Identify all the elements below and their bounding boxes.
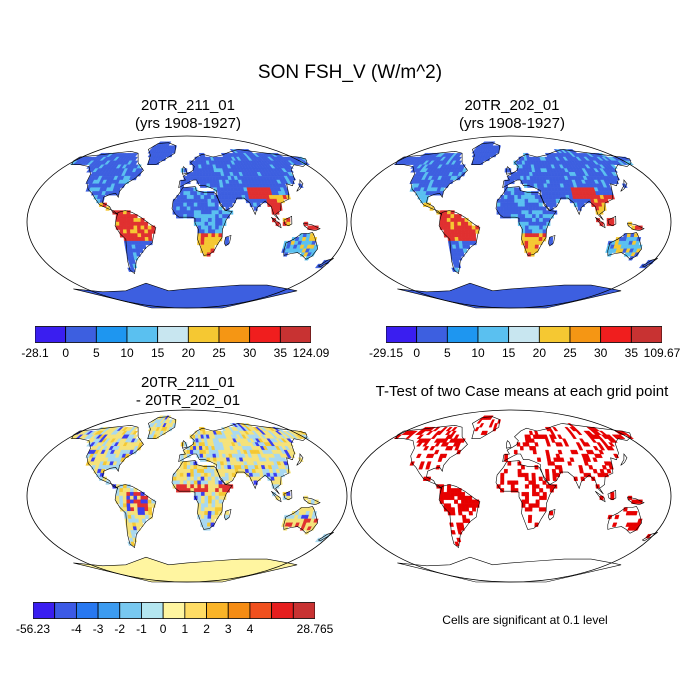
colorbar-1-box-3 bbox=[126, 326, 159, 343]
colorbar-1-label: 15 bbox=[150, 346, 165, 360]
colorbar-2-box-3 bbox=[477, 326, 510, 343]
main-title: SON FSH_V (W/m^2) bbox=[257, 62, 443, 83]
map-grid-cells bbox=[393, 141, 656, 272]
map-grid-cells bbox=[393, 415, 652, 546]
colorbar-1-label: 5 bbox=[92, 346, 100, 360]
coastlines bbox=[71, 142, 334, 275]
panel-2-title-line1: 20TR_202_01 bbox=[464, 97, 560, 114]
panel-3-title-line1: 20TR_211_01 bbox=[141, 374, 235, 391]
colorbar-2-label: 30 bbox=[593, 346, 608, 360]
colorbar-2-label: 20 bbox=[532, 346, 547, 360]
coastlines bbox=[395, 416, 658, 549]
panel-2-title-line2: (yrs 1908-1927) bbox=[459, 115, 565, 132]
colorbar-2-label: 0 bbox=[413, 346, 420, 360]
antarctica-region bbox=[73, 282, 298, 309]
panel-1-title: 20TR_211_01 (yrs 1908-1927) bbox=[28, 97, 348, 133]
map-border bbox=[350, 135, 672, 309]
colorbar-3-label: 3 bbox=[224, 622, 232, 636]
colorbar-3-box-1 bbox=[54, 602, 77, 619]
colorbar-3-box-3 bbox=[97, 602, 121, 619]
map-panel-3-difference bbox=[26, 409, 348, 583]
colorbar-1-box-8 bbox=[279, 326, 311, 343]
panel-4-title: T-Test of two Case means at each grid po… bbox=[352, 383, 692, 401]
map-panel-4-ttest bbox=[350, 409, 672, 583]
colorbar-2-label: 109.67 bbox=[643, 346, 681, 360]
panel-2-title: 20TR_202_01 (yrs 1908-1927) bbox=[352, 97, 672, 133]
colorbar-1-box-5 bbox=[187, 326, 220, 343]
map-border bbox=[26, 135, 348, 309]
colorbar-panel-3: -56.23 -4 -3 -2 -1 0 1 2 3 4 28.765 bbox=[16, 602, 333, 640]
colorbar-1-label: 10 bbox=[120, 346, 134, 360]
colorbar-2-label: 5 bbox=[443, 346, 451, 360]
colorbar-2-box-5 bbox=[538, 326, 571, 343]
colorbar-1-label: 0 bbox=[62, 346, 69, 360]
colorbar-1-label: 25 bbox=[212, 346, 226, 360]
colorbar-3-box-5 bbox=[141, 602, 164, 619]
colorbar-3-label: 2 bbox=[203, 622, 210, 636]
colorbar-3-box-7 bbox=[184, 602, 207, 619]
panel-1-title-line2: (yrs 1908-1927) bbox=[135, 115, 241, 132]
map-grid-cells bbox=[69, 141, 332, 272]
colorbar-1-label: 35 bbox=[273, 346, 288, 360]
colorbar-3-label: -56.23 bbox=[15, 622, 51, 636]
colorbar-2-box-1 bbox=[416, 326, 448, 343]
colorbar-3-label: -3 bbox=[92, 622, 104, 636]
antarctica-region bbox=[397, 556, 622, 583]
colorbar-2-label: 25 bbox=[563, 346, 577, 360]
colorbar-2-label: 35 bbox=[624, 346, 639, 360]
panel-3-title-line2: - 20TR_202_01 bbox=[135, 392, 241, 409]
colorbar-2-box-7 bbox=[600, 326, 632, 343]
colorbar-2-label: -29.15 bbox=[368, 346, 404, 360]
panel-4-title-line1: T-Test of two Case means at each grid po… bbox=[375, 383, 669, 400]
colorbar-3-label: 28.765 bbox=[296, 622, 334, 636]
significance-note: Cells are significant at 0.1 level bbox=[442, 613, 608, 627]
colorbar-1-box-1 bbox=[65, 326, 97, 343]
colorbar-panel-2: -29.15 0 5 10 15 20 25 30 35 109.67 bbox=[369, 326, 680, 364]
colorbar-2-box-8 bbox=[630, 326, 662, 343]
colorbar-1-box-4 bbox=[157, 326, 189, 343]
colorbar-3-box-12 bbox=[292, 602, 315, 619]
panel-1-title-line1: 20TR_211_01 bbox=[141, 97, 235, 114]
colorbar-1-label: 124.09 bbox=[292, 346, 330, 360]
colorbar-3-box-10 bbox=[249, 602, 273, 619]
colorbar-3-box-6 bbox=[162, 602, 186, 619]
colorbar-1-box-6 bbox=[218, 326, 251, 343]
colorbar-3-label: 1 bbox=[181, 622, 189, 636]
map-panel-2 bbox=[350, 135, 672, 309]
colorbar-3-box-2 bbox=[75, 602, 99, 619]
colorbar-2-box-0 bbox=[386, 326, 418, 343]
map-border bbox=[26, 409, 348, 583]
colorbar-3-box-9 bbox=[227, 602, 251, 619]
panel-3-title: 20TR_211_01 - 20TR_202_01 bbox=[28, 374, 348, 410]
colorbar-3-label: -4 bbox=[71, 622, 82, 636]
coastlines bbox=[395, 142, 658, 275]
coastlines bbox=[71, 416, 334, 549]
colorbar-2-label: 15 bbox=[501, 346, 516, 360]
colorbar-3-label: -2 bbox=[114, 622, 126, 636]
colorbar-3-box-4 bbox=[119, 602, 142, 619]
colorbar-1-box-0 bbox=[35, 326, 67, 343]
colorbar-3-label: 0 bbox=[159, 622, 167, 636]
colorbar-2-box-2 bbox=[446, 326, 479, 343]
colorbar-2-label: 10 bbox=[471, 346, 485, 360]
colorbar-1-label: 20 bbox=[181, 346, 196, 360]
colorbar-3-box-8 bbox=[206, 602, 229, 619]
colorbar-1-box-7 bbox=[249, 326, 281, 343]
antarctica-region bbox=[73, 556, 298, 583]
colorbar-1-box-2 bbox=[95, 326, 128, 343]
antarctica-region bbox=[397, 282, 622, 309]
colorbar-3-label: 4 bbox=[246, 622, 254, 636]
colorbar-panel-1: -28.1 0 5 10 15 20 25 30 35 124.09 bbox=[21, 326, 329, 364]
map-border bbox=[350, 409, 672, 583]
colorbar-1-label: 30 bbox=[242, 346, 257, 360]
colorbar-2-box-4 bbox=[508, 326, 540, 343]
colorbar-3-box-11 bbox=[271, 602, 294, 619]
colorbar-1-label: -28.1 bbox=[21, 346, 49, 360]
colorbar-3-box-0 bbox=[33, 602, 56, 619]
colorbar-2-box-6 bbox=[569, 326, 602, 343]
colorbar-3-label: -1 bbox=[136, 622, 147, 636]
map-panel-1 bbox=[26, 135, 348, 309]
